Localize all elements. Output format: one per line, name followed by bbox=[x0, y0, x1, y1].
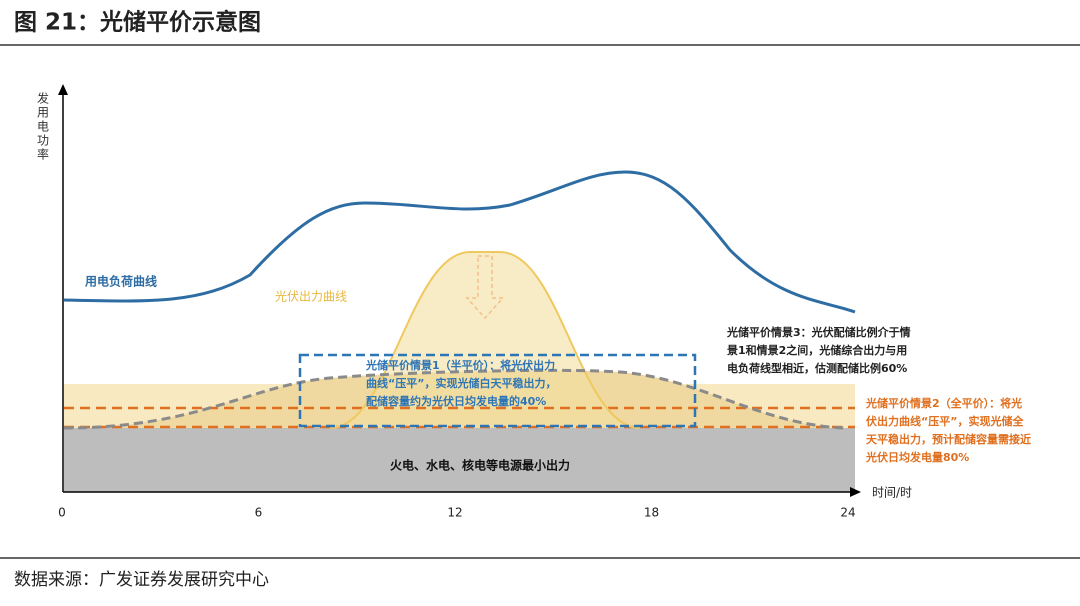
combined-curve bbox=[63, 368, 846, 430]
pv-area bbox=[330, 252, 640, 428]
x-ticks: 0 6 12 18 24 bbox=[58, 506, 855, 520]
annotation-line: 光储平价情景3：光伏配储比例介于情 bbox=[726, 325, 911, 339]
annotation-line: 电负荷线型相近，估测配储比例60% bbox=[727, 361, 907, 375]
source: 数据来源：广发证券发展研究中心 bbox=[14, 570, 269, 590]
x-tick-label: 24 bbox=[840, 506, 855, 520]
pv-label: 光伏出力曲线 bbox=[275, 290, 347, 304]
annotation-line: 配储容量约为光伏日均发电量的40% bbox=[366, 394, 546, 408]
x-tick-label: 12 bbox=[447, 506, 462, 520]
x-tick-label: 6 bbox=[255, 506, 263, 520]
x-tick-label: 18 bbox=[644, 506, 659, 520]
x-arrow bbox=[850, 487, 861, 497]
figure-title: 图 21：光储平价示意图 bbox=[14, 9, 261, 36]
scenario1-box bbox=[298, 353, 697, 428]
annotation-line: 光储平价情景1（半平价）：将光伏出力 bbox=[365, 358, 555, 372]
x-tick-label: 0 bbox=[58, 506, 66, 520]
y-arrow bbox=[58, 84, 68, 95]
pv-curve bbox=[329, 251, 641, 429]
x-axis-label: 时间/时 bbox=[872, 486, 912, 500]
load-label: 用电负荷曲线 bbox=[84, 274, 157, 289]
base-area bbox=[64, 428, 855, 492]
annotation-line: 伏出力曲线“压平”，实现光储全 bbox=[866, 414, 1024, 428]
base-label: 火电、水电、核电等电源最小出力 bbox=[390, 458, 570, 473]
annotation-line: 光储平价情景2（全平价）：将光 bbox=[865, 396, 1022, 410]
load-curve bbox=[63, 170, 856, 314]
scenario3-text: 光储平价情景3：光伏配储比例介于情景1和情景2之间，光储综合出力与用电负荷线型相… bbox=[726, 325, 911, 375]
scenario2-text: 光储平价情景2（全平价）：将光伏出力曲线“压平”，实现光储全天平稳出力，预计配储… bbox=[865, 396, 1031, 464]
y-axis-label: 发用电功率 bbox=[36, 91, 50, 162]
annotation-line: 景1和情景2之间，光储综合出力与用 bbox=[726, 343, 907, 357]
annotation-line: 曲线“压平”，实现光储白天平稳出力， bbox=[366, 376, 556, 390]
down-arrow bbox=[465, 255, 505, 320]
annotation-line: 天平稳出力，预计配储容量需接近 bbox=[866, 432, 1031, 446]
annotation-line: 光伏日均发电量80% bbox=[865, 450, 969, 464]
